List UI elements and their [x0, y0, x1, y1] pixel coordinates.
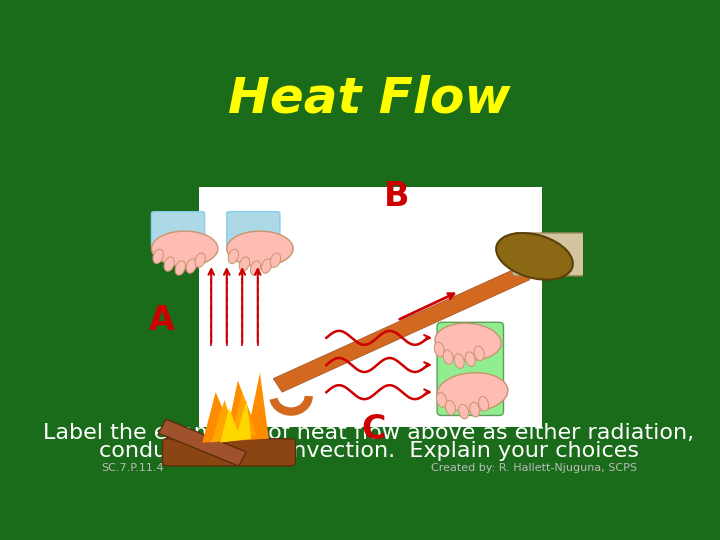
- Ellipse shape: [434, 342, 444, 357]
- Ellipse shape: [228, 249, 238, 264]
- Ellipse shape: [270, 253, 281, 267]
- Ellipse shape: [153, 249, 163, 264]
- Ellipse shape: [251, 261, 261, 275]
- Ellipse shape: [443, 350, 453, 364]
- Ellipse shape: [459, 404, 469, 419]
- Ellipse shape: [435, 323, 501, 360]
- Text: Heat Flow: Heat Flow: [228, 74, 510, 122]
- Ellipse shape: [186, 259, 197, 273]
- Ellipse shape: [446, 400, 455, 415]
- Ellipse shape: [465, 352, 475, 367]
- Text: C: C: [362, 413, 387, 446]
- Text: conduction, or convection.  Explain your choices: conduction, or convection. Explain your …: [99, 442, 639, 462]
- Ellipse shape: [151, 231, 218, 266]
- Ellipse shape: [239, 257, 250, 271]
- Ellipse shape: [454, 354, 464, 368]
- Text: Label the examples of heat flow above as either radiation,: Label the examples of heat flow above as…: [43, 423, 695, 443]
- Ellipse shape: [227, 231, 293, 266]
- Polygon shape: [211, 392, 256, 443]
- Text: B: B: [384, 180, 410, 213]
- Polygon shape: [202, 373, 269, 443]
- Ellipse shape: [469, 402, 480, 417]
- Ellipse shape: [436, 393, 446, 407]
- Text: A: A: [149, 304, 175, 337]
- FancyBboxPatch shape: [199, 187, 542, 427]
- Ellipse shape: [175, 261, 186, 275]
- Text: SC.7.P.11.4: SC.7.P.11.4: [101, 463, 163, 473]
- FancyBboxPatch shape: [437, 322, 503, 415]
- FancyBboxPatch shape: [513, 233, 588, 276]
- Ellipse shape: [261, 259, 271, 273]
- Ellipse shape: [437, 373, 508, 411]
- Ellipse shape: [164, 257, 174, 271]
- Polygon shape: [158, 419, 246, 466]
- Ellipse shape: [496, 233, 573, 280]
- FancyBboxPatch shape: [227, 212, 280, 247]
- FancyBboxPatch shape: [151, 212, 204, 247]
- Ellipse shape: [474, 346, 484, 361]
- Ellipse shape: [479, 396, 489, 411]
- Ellipse shape: [195, 253, 205, 267]
- Text: Created by: R. Hallett-Njuguna, SCPS: Created by: R. Hallett-Njuguna, SCPS: [431, 463, 637, 473]
- Polygon shape: [274, 266, 530, 392]
- Polygon shape: [220, 400, 251, 443]
- FancyBboxPatch shape: [163, 438, 295, 466]
